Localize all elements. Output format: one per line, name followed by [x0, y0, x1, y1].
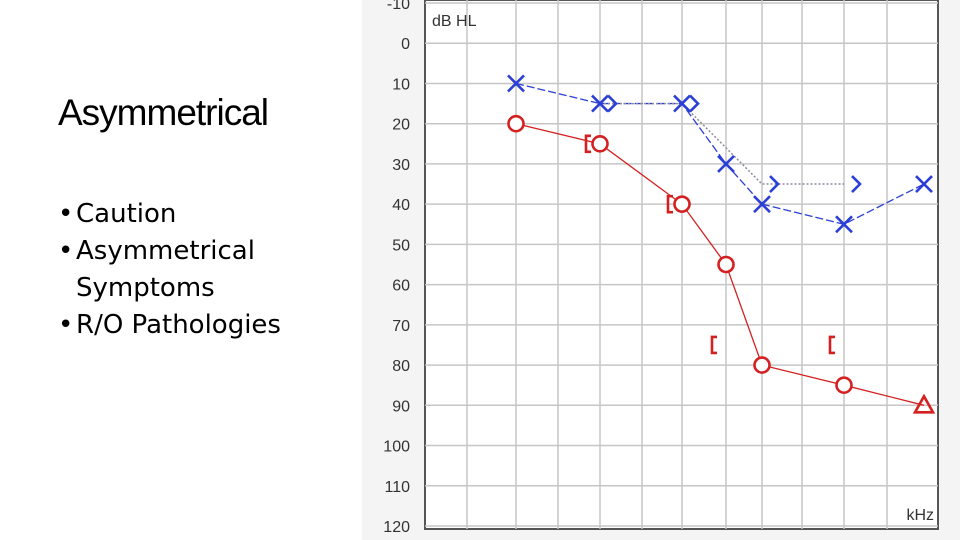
y-tick-label: 10	[392, 76, 410, 93]
data-point-cross	[507, 74, 525, 93]
bullet-dot-icon: •	[58, 199, 74, 229]
y-tick-label: 0	[401, 36, 410, 53]
y-tick-label: 80	[392, 358, 410, 375]
data-point-circle	[507, 114, 525, 133]
bullet-dot-icon: •	[58, 236, 74, 266]
bullet-item: • Caution	[58, 196, 358, 233]
data-point-circle	[717, 255, 735, 274]
data-point-masked-bc	[689, 94, 700, 113]
y-tick-label: 120	[383, 519, 410, 536]
bullet-list: • Caution • Asymmetrical Symptoms • R/O Pat…	[58, 196, 358, 344]
bullet-text: Asymmetrical Symptoms	[76, 236, 255, 303]
data-point-masked-bc	[769, 175, 780, 193]
bullet-text: Caution	[76, 199, 177, 229]
series-line	[600, 102, 844, 185]
data-point-bracket	[584, 134, 591, 154]
y-tick-label: 110	[384, 479, 410, 496]
audiogram-plot: -10 0 10 20 30 40 50 60 70 80 90 100 110 120 dB HL kHz	[383, 0, 939, 536]
bullet-item: • Asymmetrical Symptoms	[58, 233, 358, 307]
y-tick-label: 70	[392, 318, 410, 335]
data-point-circle	[835, 376, 853, 394]
y-tick-label: 50	[392, 237, 410, 254]
y-tick-label: 60	[392, 278, 410, 295]
data-point-triangle	[912, 393, 936, 414]
y-tick-label: 20	[392, 117, 410, 134]
data-point-cross	[835, 215, 853, 234]
data-point-cross	[753, 195, 771, 214]
y-tick-label: 90	[392, 398, 410, 415]
data-point-masked-bc	[607, 94, 618, 113]
y-tick-label: -10	[387, 0, 410, 13]
data-point-cross	[673, 94, 691, 113]
corner-label: dB HL	[432, 13, 477, 30]
data-point-cross	[717, 155, 735, 173]
audiogram: -10 0 10 20 30 40 50 60 70 80 90 100 110 120 dB HL kHz	[362, 0, 960, 540]
y-tick-label: 30	[392, 157, 410, 174]
data-point-circle	[753, 356, 771, 374]
bullet-item: • R/O Pathologies	[58, 307, 358, 344]
data-point-circle	[673, 195, 691, 213]
data-point-bracket	[710, 335, 717, 355]
y-tick-label: 40	[392, 197, 410, 214]
data-point-bracket	[828, 335, 835, 355]
y-tick-label: 100	[383, 439, 410, 456]
data-point-cross	[591, 94, 609, 113]
data-point-bracket	[666, 194, 673, 214]
x-unit-label: kHz	[906, 507, 934, 524]
data-point-masked-bc	[851, 175, 862, 193]
slide-title: Asymmetrical	[58, 92, 269, 133]
data-point-circle	[591, 135, 609, 153]
bullet-dot-icon: •	[58, 310, 74, 340]
data-point-cross	[915, 175, 933, 193]
bullet-text: R/O Pathologies	[76, 310, 281, 340]
